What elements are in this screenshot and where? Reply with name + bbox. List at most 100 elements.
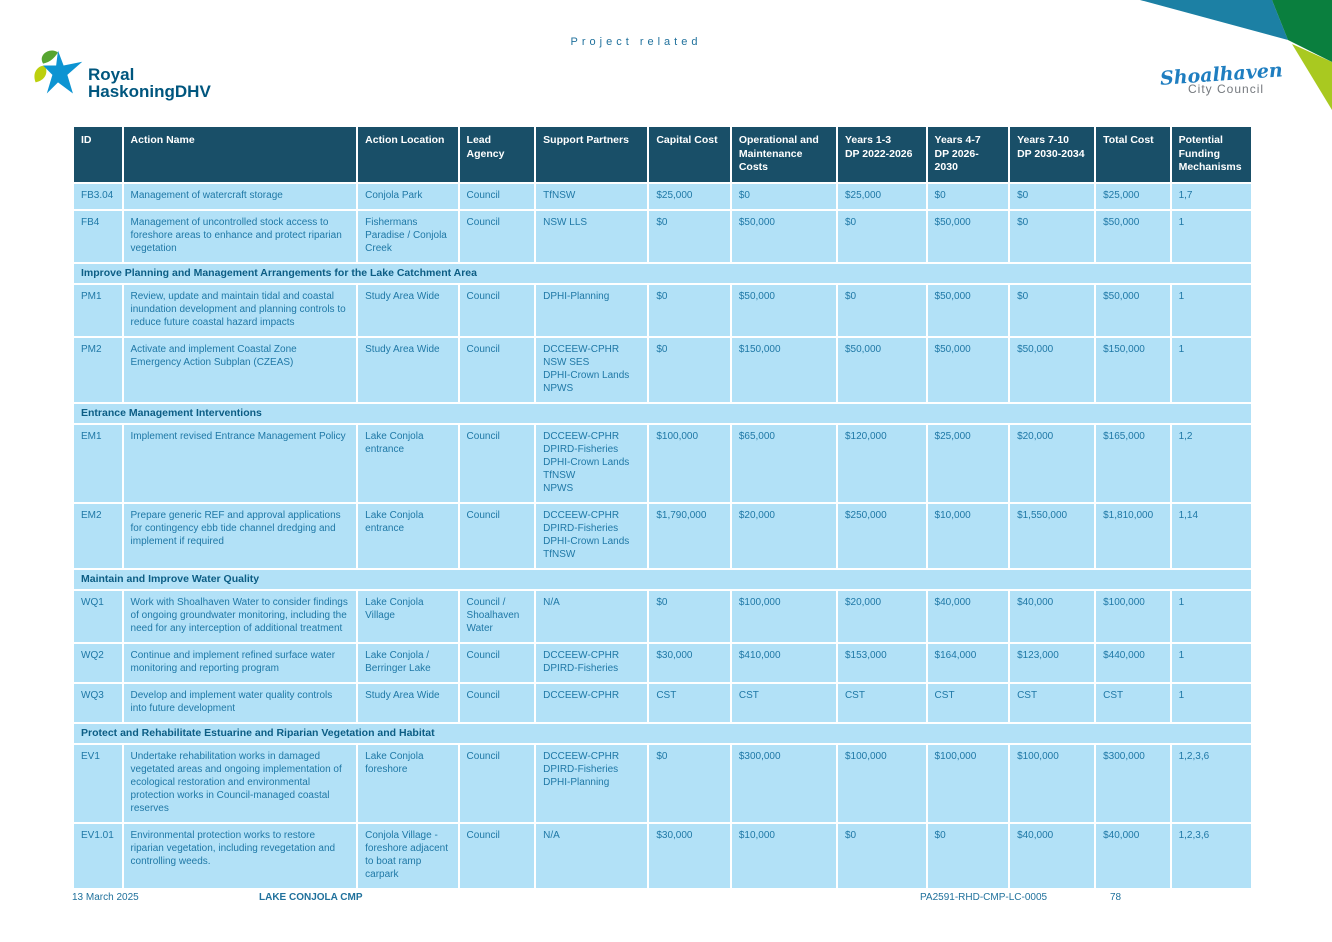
- cell-support-partners: DCCEEW-CPHR DPIRD-Fisheries: [534, 641, 650, 684]
- cell-lead-agency: Council / Shoalhaven Water: [457, 588, 537, 644]
- action-row-WQ2: WQ2 Continue and implement refined surfac…: [72, 641, 1254, 684]
- cell-capital-cost: $0: [647, 208, 732, 264]
- cell-capital-cost: $0: [647, 335, 732, 404]
- action-row-WQ3: WQ3 Develop and implement water quality c…: [72, 681, 1254, 724]
- council-logo: Shoalhaven City Council: [1159, 59, 1283, 96]
- cell-years-4-7: $25,000: [925, 422, 1011, 504]
- cell-id: FB4: [72, 208, 124, 264]
- section-header-row: Entrance Management Interventions: [72, 401, 1253, 425]
- column-header-action-location: Action Location: [356, 125, 460, 184]
- cell-action-location: Lake Conjola foreshore: [356, 742, 460, 824]
- cell-years-4-7: $50,000: [925, 282, 1011, 338]
- rhdhv-logo-text: Royal HaskoningDHV: [88, 66, 211, 102]
- column-header-capital-cost: Capital Cost: [647, 125, 732, 184]
- cell-years-4-7: $164,000: [925, 641, 1011, 684]
- cell-action-name: Work with Shoalhaven Water to consider f…: [121, 588, 359, 644]
- cell-years-7-10: $0: [1008, 282, 1097, 338]
- cell-id: EV1: [72, 742, 124, 824]
- cell-action-location: Study Area Wide: [356, 335, 460, 404]
- cell-total-cost: $300,000: [1094, 742, 1172, 824]
- cell-action-name: Environmental protection works to restor…: [121, 821, 359, 890]
- cell-support-partners: N/A: [534, 821, 650, 890]
- cell-lead-agency: Council: [457, 181, 537, 211]
- action-row-EV1.01: EV1.01 Environmental protection works to …: [72, 821, 1254, 890]
- corner-lime-triangle: [1292, 44, 1332, 110]
- action-row-EV1: EV1 Undertake rehabilitation works in dam…: [72, 742, 1254, 824]
- footer-document-title: LAKE CONJOLA CMP: [259, 892, 363, 903]
- cell-capital-cost: $0: [647, 742, 732, 824]
- cell-years-4-7: $50,000: [925, 335, 1011, 404]
- cell-lead-agency: Council: [457, 641, 537, 684]
- cell-years-1-3: $100,000: [835, 742, 928, 824]
- cell-lead-agency: Council: [457, 501, 537, 570]
- section-title: Improve Planning and Management Arrangem…: [72, 261, 1253, 285]
- action-row-PM1: PM1 Review, update and maintain tidal and…: [72, 282, 1254, 338]
- cell-funding-mechanisms: 1: [1169, 335, 1254, 404]
- column-header-action-name: Action Name: [121, 125, 359, 184]
- cell-action-name: Implement revised Entrance Management Po…: [121, 422, 359, 504]
- footer-page-number: 78: [1110, 892, 1122, 903]
- section-title: Entrance Management Interventions: [72, 401, 1253, 425]
- cell-action-name: Management of uncontrolled stock access …: [121, 208, 359, 264]
- cell-lead-agency: Council: [457, 208, 537, 264]
- rhdhv-logo-line2: HaskoningDHV: [88, 82, 211, 101]
- cell-id: WQ3: [72, 681, 124, 724]
- cell-action-location: Lake Conjola / Berringer Lake: [356, 641, 460, 684]
- cell-capital-cost: $30,000: [647, 821, 732, 890]
- cell-action-location: Lake Conjola entrance: [356, 422, 460, 504]
- cell-action-location: Conjola Park: [356, 181, 460, 211]
- column-header-years-1-3: Years 1-3 DP 2022-2026: [835, 125, 928, 184]
- cell-om-costs: $0: [729, 181, 838, 211]
- action-row-EM2: EM2 Prepare generic REF and approval appl…: [72, 501, 1254, 570]
- cell-action-location: Lake Conjola entrance: [356, 501, 460, 570]
- cell-id: PM1: [72, 282, 124, 338]
- footer-document-reference: PA2591-RHD-CMP-LC-0005: [920, 892, 1048, 903]
- action-row-WQ1: WQ1 Work with Shoalhaven Water to conside…: [72, 588, 1254, 644]
- cell-funding-mechanisms: 1: [1169, 588, 1254, 644]
- cell-years-1-3: $120,000: [835, 422, 928, 504]
- cell-id: WQ1: [72, 588, 124, 644]
- column-header-om-costs: Operational and Maintenance Costs: [729, 125, 838, 184]
- cell-om-costs: $50,000: [729, 208, 838, 264]
- cell-om-costs: $50,000: [729, 282, 838, 338]
- cell-support-partners: DCCEEW-CPHR NSW SES DPHI-Crown Lands NPW…: [534, 335, 650, 404]
- cell-total-cost: $50,000: [1094, 208, 1172, 264]
- cell-capital-cost: $25,000: [647, 181, 732, 211]
- cell-om-costs: $300,000: [729, 742, 838, 824]
- action-row-EM1: EM1 Implement revised Entrance Management…: [72, 422, 1254, 504]
- cell-om-costs: CST: [729, 681, 838, 724]
- cell-total-cost: $150,000: [1094, 335, 1172, 404]
- cell-support-partners: TfNSW: [534, 181, 650, 211]
- cell-years-4-7: $0: [925, 821, 1011, 890]
- section-header-row: Improve Planning and Management Arrangem…: [72, 261, 1253, 285]
- cell-action-name: Develop and implement water quality cont…: [121, 681, 359, 724]
- cell-total-cost: $40,000: [1094, 821, 1172, 890]
- council-logo-subtitle: City Council: [1188, 82, 1265, 96]
- action-row-FB4: FB4 Management of uncontrolled stock acce…: [72, 208, 1254, 264]
- cell-years-7-10: $40,000: [1008, 821, 1097, 890]
- cell-om-costs: $100,000: [729, 588, 838, 644]
- rhdhv-star-lime-petal: [34, 65, 47, 83]
- cell-total-cost: $50,000: [1094, 282, 1172, 338]
- cell-id: FB3.04: [72, 181, 124, 211]
- cell-capital-cost: $100,000: [647, 422, 732, 504]
- column-header-years-4-7: Years 4-7 DP 2026-2030: [925, 125, 1011, 184]
- cell-years-7-10: $100,000: [1008, 742, 1097, 824]
- cell-id: EM2: [72, 501, 124, 570]
- cell-years-4-7: $10,000: [925, 501, 1011, 570]
- page-header-label: Project related: [570, 36, 702, 48]
- cell-support-partners: DPHI-Planning: [534, 282, 650, 338]
- action-row-FB3.04: FB3.04 Management of watercraft storage Co…: [72, 181, 1254, 211]
- cell-action-name: Review, update and maintain tidal and co…: [121, 282, 359, 338]
- cell-years-4-7: $50,000: [925, 208, 1011, 264]
- cell-action-location: Study Area Wide: [356, 282, 460, 338]
- cell-action-name: Activate and implement Coastal Zone Emer…: [121, 335, 359, 404]
- corner-decoration-graphic: [1140, 0, 1332, 110]
- cell-lead-agency: Council: [457, 821, 537, 890]
- cell-years-7-10: $40,000: [1008, 588, 1097, 644]
- cell-total-cost: $1,810,000: [1094, 501, 1172, 570]
- cell-lead-agency: Council: [457, 681, 537, 724]
- cell-id: EM1: [72, 422, 124, 504]
- cell-total-cost: $25,000: [1094, 181, 1172, 211]
- cell-total-cost: $440,000: [1094, 641, 1172, 684]
